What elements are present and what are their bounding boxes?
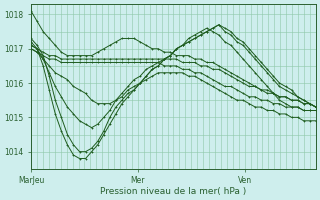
X-axis label: Pression niveau de la mer( hPa ): Pression niveau de la mer( hPa ) xyxy=(100,187,247,196)
